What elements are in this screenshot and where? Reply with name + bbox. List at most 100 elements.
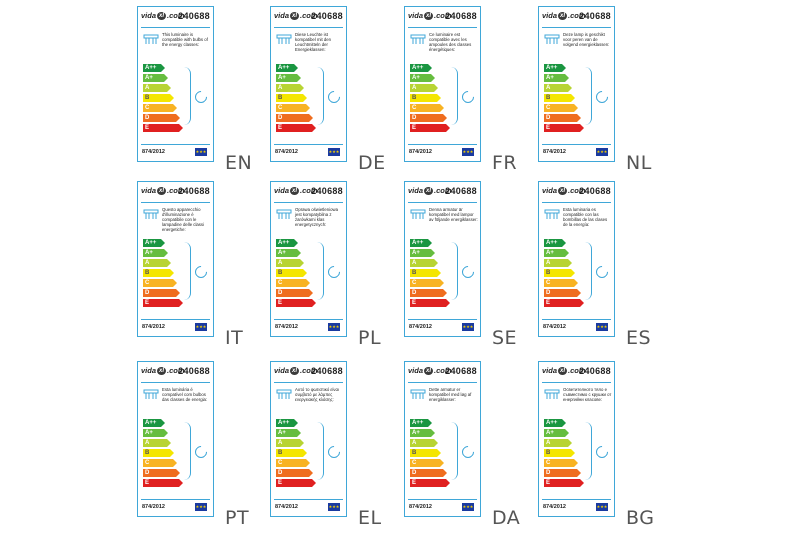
energy-class-bar: A++	[544, 419, 566, 427]
compatibility-text: Denna armatur är kompatibel med lampor a…	[429, 207, 478, 222]
energy-class-bar: B	[544, 449, 575, 457]
compatibility-text: Deze lamp is geschikt voor peren van de …	[563, 32, 610, 47]
brace	[451, 67, 458, 125]
energy-class-bar: A+	[276, 74, 301, 82]
regulation-number: 874/2012	[409, 504, 432, 510]
compatibility-text: Αυτό το φωτιστικό είναι συμβατό με λάμπε…	[295, 387, 339, 402]
energy-class-bar: A	[276, 439, 304, 447]
product-code: 240688	[311, 11, 343, 21]
footer-divider	[141, 319, 210, 320]
energy-class-bar: B	[143, 269, 174, 277]
energy-scale: A++ A+ A B C D E	[276, 419, 316, 489]
energy-class-bar: A+	[276, 429, 301, 437]
energy-class-bar: D	[410, 469, 447, 477]
energy-class-bar: D	[276, 289, 313, 297]
eu-flag-icon: ★★★	[596, 323, 608, 331]
luminaire-icon	[276, 389, 292, 399]
luminaire-icon	[143, 209, 159, 219]
energy-class-bar: A++	[276, 419, 298, 427]
header-divider	[274, 202, 343, 203]
energy-class-bar: A	[143, 259, 171, 267]
energy-class-bar: B	[276, 269, 307, 277]
compatibility-text: Oprawa oświetleniowa jest kompatybilna z…	[295, 207, 338, 227]
language-code: DE	[358, 152, 386, 174]
energy-class-bar: A	[410, 439, 438, 447]
language-code: EL	[358, 507, 382, 529]
energy-class-bar: D	[143, 469, 180, 477]
bulb-icon	[192, 443, 210, 461]
energy-class-bar: B	[276, 449, 307, 457]
energy-class-bar: B	[410, 269, 441, 277]
label-header: vida xl .com 240688	[141, 366, 210, 378]
bulb-icon	[459, 263, 477, 281]
energy-class-bar: E	[544, 299, 584, 307]
energy-class-bar: A++	[410, 239, 432, 247]
energy-class-bar: B	[276, 94, 307, 102]
energy-label-card-fr: vida xl .com 240688 Ce luminaire est compa…	[404, 6, 481, 162]
bulb-icon	[192, 263, 210, 281]
energy-class-bar: A+	[410, 429, 435, 437]
regulation-number: 874/2012	[142, 504, 165, 510]
eu-flag-icon: ★★★	[195, 148, 207, 156]
header-divider	[542, 382, 611, 383]
bulb-icon	[593, 88, 611, 106]
energy-class-bar: E	[544, 479, 584, 487]
eu-flag-icon: ★★★	[328, 503, 340, 511]
product-code: 240688	[579, 11, 611, 21]
product-code: 240688	[178, 366, 210, 376]
energy-class-bar: C	[410, 279, 444, 287]
product-code: 240688	[445, 11, 477, 21]
luminaire-icon	[544, 209, 560, 219]
brace	[317, 67, 324, 125]
energy-class-bar: D	[143, 114, 180, 122]
brace	[317, 242, 324, 300]
footer-divider	[408, 144, 477, 145]
energy-class-bar: E	[410, 479, 450, 487]
header-divider	[141, 27, 210, 28]
energy-class-bar: C	[544, 459, 578, 467]
energy-class-bar: A	[544, 259, 572, 267]
brace	[585, 242, 592, 300]
energy-class-bar: A+	[410, 249, 435, 257]
energy-class-bar: E	[276, 479, 316, 487]
product-code: 240688	[445, 186, 477, 196]
energy-label-card-pl: vida xl .com 240688 Oprawa oświetleniowa j…	[270, 181, 347, 337]
energy-label-card-da: vida xl .com 240688 Dette armatur er kompa…	[404, 361, 481, 517]
language-code: FR	[492, 152, 518, 174]
energy-class-bar: A	[544, 439, 572, 447]
energy-class-bar: A+	[544, 249, 569, 257]
luminaire-icon	[410, 389, 426, 399]
footer-divider	[274, 319, 343, 320]
footer-divider	[408, 319, 477, 320]
energy-label-card-nl: vida xl .com 240688 Deze lamp is geschikt …	[538, 6, 615, 162]
footer-divider	[408, 499, 477, 500]
energy-label-card-it: vida xl .com 240688 Questo apparecchio d'i…	[137, 181, 214, 337]
label-header: vida xl .com 240688	[542, 186, 611, 198]
brace	[451, 242, 458, 300]
brace	[184, 422, 191, 480]
brand-logo: vida xl .com	[274, 366, 318, 376]
energy-scale: A++ A+ A B C D E	[410, 239, 450, 309]
energy-scale: A++ A+ A B C D E	[276, 239, 316, 309]
energy-scale: A++ A+ A B C D E	[410, 419, 450, 489]
energy-scale: A++ A+ A B C D E	[544, 419, 584, 489]
brace	[184, 242, 191, 300]
energy-class-bar: A	[143, 84, 171, 92]
product-code: 240688	[178, 186, 210, 196]
energy-class-bar: E	[143, 124, 183, 132]
energy-class-bar: A	[276, 84, 304, 92]
header-divider	[274, 27, 343, 28]
header-divider	[408, 27, 477, 28]
compatibility-text: Dette armatur er kompatibel med løg af e…	[429, 387, 472, 402]
label-header: vida xl .com 240688	[542, 11, 611, 23]
energy-class-bar: D	[143, 289, 180, 297]
eu-flag-icon: ★★★	[328, 323, 340, 331]
eu-flag-icon: ★★★	[462, 148, 474, 156]
energy-class-bar: D	[544, 469, 581, 477]
energy-class-bar: A	[410, 259, 438, 267]
product-code: 240688	[311, 186, 343, 196]
regulation-number: 874/2012	[543, 324, 566, 330]
language-code: IT	[225, 327, 244, 349]
header-divider	[542, 27, 611, 28]
footer-divider	[274, 144, 343, 145]
